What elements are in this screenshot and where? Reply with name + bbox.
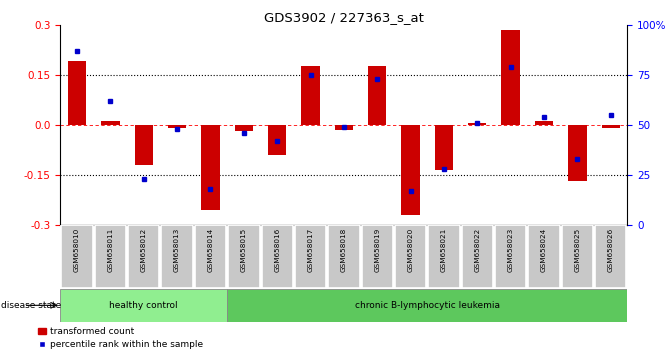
Text: GSM658019: GSM658019 <box>374 227 380 272</box>
Bar <box>528 225 560 288</box>
Bar <box>295 225 326 288</box>
Bar <box>228 225 260 288</box>
Bar <box>562 225 593 288</box>
Bar <box>301 67 319 125</box>
Bar <box>368 67 386 125</box>
Bar <box>128 225 160 288</box>
Text: GSM658021: GSM658021 <box>441 227 447 272</box>
Text: GSM658015: GSM658015 <box>241 227 247 272</box>
Bar <box>595 225 627 288</box>
Text: GSM658013: GSM658013 <box>174 227 180 272</box>
Bar <box>61 225 93 288</box>
Text: GSM658025: GSM658025 <box>574 227 580 272</box>
Bar <box>435 125 453 170</box>
Bar <box>201 125 219 210</box>
Text: GSM658014: GSM658014 <box>207 227 213 272</box>
Bar <box>535 121 553 125</box>
Legend: transformed count, percentile rank within the sample: transformed count, percentile rank withi… <box>38 327 203 349</box>
Bar <box>601 125 620 128</box>
Bar <box>362 225 393 288</box>
Bar <box>335 125 353 130</box>
Bar <box>328 225 360 288</box>
Text: GSM658026: GSM658026 <box>608 227 614 272</box>
Bar <box>60 289 227 322</box>
Text: chronic B-lymphocytic leukemia: chronic B-lymphocytic leukemia <box>355 301 500 310</box>
Bar <box>162 225 193 288</box>
Text: GSM658010: GSM658010 <box>74 227 80 272</box>
Text: GSM658023: GSM658023 <box>508 227 514 272</box>
Text: GSM658011: GSM658011 <box>107 227 113 272</box>
Text: GSM658012: GSM658012 <box>141 227 147 272</box>
Bar <box>501 30 520 125</box>
Bar <box>495 225 526 288</box>
Bar <box>428 225 460 288</box>
Bar <box>268 125 287 155</box>
Text: GSM658017: GSM658017 <box>307 227 313 272</box>
Bar <box>568 125 586 182</box>
Text: disease state: disease state <box>1 301 61 310</box>
Title: GDS3902 / 227363_s_at: GDS3902 / 227363_s_at <box>264 11 424 24</box>
Bar <box>95 225 126 288</box>
Bar <box>101 121 119 125</box>
Text: GSM658020: GSM658020 <box>407 227 413 272</box>
Bar <box>395 225 426 288</box>
Bar <box>168 125 187 128</box>
Bar <box>135 125 153 165</box>
Bar <box>227 289 627 322</box>
Bar <box>462 225 493 288</box>
Bar <box>68 62 87 125</box>
Text: healthy control: healthy control <box>109 301 178 310</box>
Bar <box>235 125 253 131</box>
Text: GSM658016: GSM658016 <box>274 227 280 272</box>
Bar <box>262 225 293 288</box>
Bar <box>195 225 226 288</box>
Text: GSM658018: GSM658018 <box>341 227 347 272</box>
Bar <box>401 125 420 215</box>
Text: GSM658022: GSM658022 <box>474 227 480 272</box>
Bar <box>468 123 486 125</box>
Text: GSM658024: GSM658024 <box>541 227 547 272</box>
